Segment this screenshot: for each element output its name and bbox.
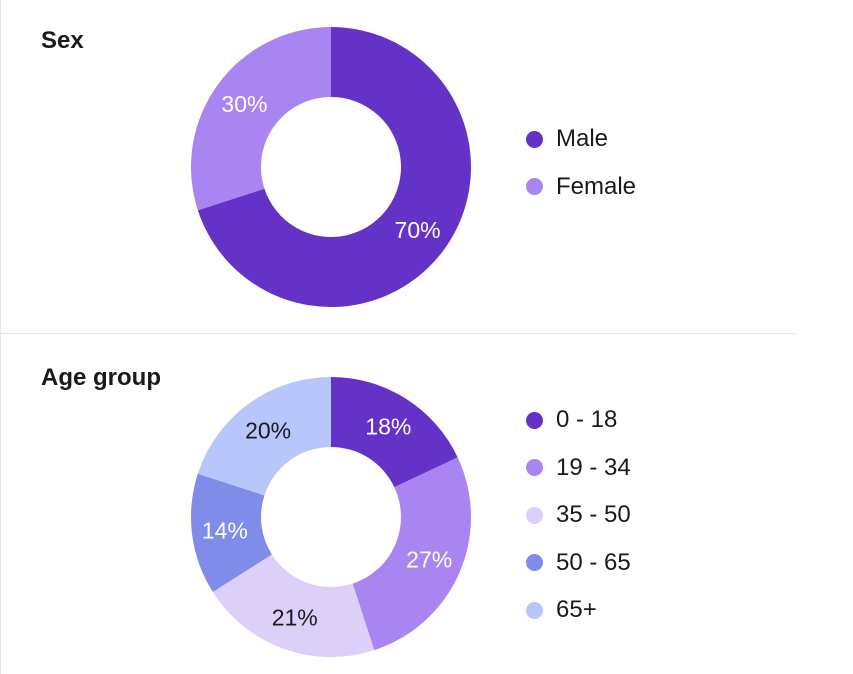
legend-swatch-icon	[526, 554, 543, 571]
legend-swatch-icon	[526, 459, 543, 476]
sex-slice-label-male: 70%	[395, 217, 441, 243]
age-group-legend: 0 - 18 19 - 34 35 - 50 50 - 65 65+	[526, 406, 631, 646]
age-group-legend-item-19-34[interactable]: 19 - 34	[526, 453, 631, 481]
age-group-slice-0-18[interactable]	[331, 377, 458, 488]
age-group-legend-item-50-65[interactable]: 50 - 65	[526, 548, 631, 576]
sex-slice-label-female: 30%	[221, 91, 267, 117]
age-group-slice-label-19-34: 27%	[406, 546, 452, 572]
age-group-legend-item-35-50[interactable]: 35 - 50	[526, 501, 631, 528]
section-divider	[0, 333, 797, 334]
sex-legend-item-male[interactable]: Male	[526, 125, 636, 152]
sex-slice-female[interactable]	[190, 27, 331, 211]
age-group-slice-label-0-18: 18%	[365, 414, 411, 440]
age-group-chart-title: Age group	[41, 364, 161, 391]
legend-swatch-icon	[526, 178, 543, 195]
legend-label: 0 - 18	[556, 406, 618, 433]
age-group-slice-label-50-65: 14%	[202, 517, 248, 543]
age-group-slice-19-34[interactable]	[352, 457, 471, 651]
legend-swatch-icon	[526, 601, 543, 619]
sex-legend: Male Female	[526, 125, 637, 222]
sex-chart-card: Sex 70% 30% Male Female	[0, 0, 797, 333]
sex-slice-male[interactable]	[197, 27, 471, 307]
age-group-donut-chart: 18% 27% 21% 14% 20%	[191, 377, 471, 657]
sex-chart-title: Sex	[41, 27, 84, 54]
legend-swatch-icon	[526, 411, 543, 429]
legend-label: Male	[556, 125, 609, 152]
age-group-slice-35-50[interactable]	[212, 554, 375, 657]
legend-swatch-icon	[526, 506, 543, 524]
age-group-slice-label-65: 20%	[245, 417, 291, 443]
legend-swatch-icon	[526, 130, 543, 148]
age-group-legend-item-0-18[interactable]: 0 - 18	[526, 406, 631, 433]
sex-donut-chart: 70% 30%	[190, 27, 471, 307]
age-group-slice-65[interactable]	[197, 377, 331, 496]
left-border	[0, 0, 1, 674]
legend-label: 19 - 34	[556, 453, 631, 481]
age-group-slice-label-35-50: 21%	[272, 605, 318, 631]
age-group-legend-item-65[interactable]: 65+	[526, 596, 631, 623]
legend-label: 65+	[556, 596, 597, 623]
legend-label: 35 - 50	[556, 501, 631, 528]
legend-label: Female	[556, 172, 637, 200]
age-group-chart-card: Age group 18% 27% 21% 14% 20% 0 - 18 19 - 34 3…	[0, 334, 797, 674]
legend-label: 50 - 65	[556, 548, 631, 576]
sex-legend-item-female[interactable]: Female	[526, 172, 637, 200]
age-group-slice-50-65[interactable]	[191, 473, 272, 593]
